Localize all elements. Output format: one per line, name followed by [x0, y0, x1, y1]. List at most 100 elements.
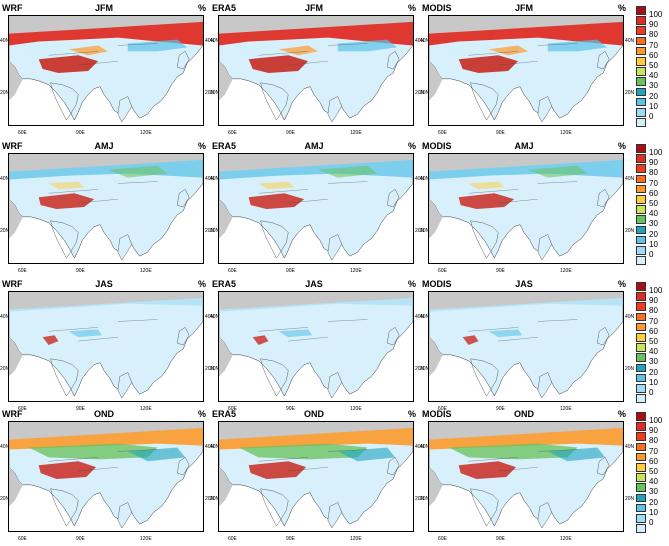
colorbar-swatch	[636, 282, 646, 291]
panel-row: WRF AMJ % 40N 20N 40N 20N 60E 90E 120E E…	[0, 140, 669, 276]
colorbar-swatch	[636, 473, 646, 482]
panel-unit-label: %	[617, 279, 626, 289]
colorbar: 100 90 80 70 60 50 40 30 20 10 0	[634, 144, 668, 274]
lat-label-right: 20N	[625, 366, 635, 372]
lat-label-left: 40N	[0, 314, 10, 320]
colorbar-label: 30	[649, 357, 658, 367]
lon-label: 90E	[496, 536, 505, 542]
snow-cover-map	[428, 153, 624, 264]
colorbar-label: 10	[649, 507, 658, 517]
colorbar-swatch	[636, 363, 646, 373]
colorbar-label: 100	[649, 416, 663, 425]
lat-label-right: 20N	[205, 496, 215, 502]
colorbar-swatch	[636, 184, 646, 194]
colorbar-label: 70	[649, 40, 658, 50]
colorbar-swatch	[636, 394, 646, 403]
lat-label-right: 40N	[205, 38, 215, 44]
colorbar-swatch	[636, 483, 646, 492]
panel-source-label: WRF	[2, 279, 23, 289]
colorbar-swatch	[636, 154, 646, 163]
lat-label-left: 20N	[0, 228, 10, 234]
colorbar-label: 90	[649, 296, 658, 306]
lon-label: 120E	[560, 536, 572, 542]
colorbar-swatch	[636, 6, 646, 15]
panel-season-label: AMJ	[94, 141, 114, 151]
colorbar-label: 40	[649, 71, 658, 81]
map-panel: MODIS AMJ % 40N 20N 40N 20N 60E 90E 120E	[420, 140, 634, 276]
panel-row: WRF OND % 40N 20N 40N 20N 60E 90E 120E E…	[0, 408, 669, 544]
lon-label: 120E	[560, 268, 572, 274]
colorbar-label: 60	[649, 50, 658, 60]
lat-label-left: 40N	[420, 314, 430, 320]
panel-season-label: OND	[304, 409, 324, 419]
panel-season-label: AMJ	[514, 141, 534, 151]
colorbar-label: 10	[649, 377, 658, 387]
colorbar-swatch	[636, 322, 646, 332]
lon-label: 60E	[228, 536, 237, 542]
lat-label-left: 20N	[210, 90, 220, 96]
snow-cover-map	[428, 291, 624, 402]
colorbar-label: 30	[649, 487, 658, 497]
snow-cover-map	[428, 15, 624, 126]
lat-label-right: 40N	[625, 38, 635, 44]
panel-source-label: WRF	[2, 3, 23, 13]
lat-label-left: 40N	[420, 176, 430, 182]
colorbar-label: 40	[649, 347, 658, 357]
snow-cover-map	[428, 421, 624, 532]
colorbar-swatch	[636, 432, 646, 441]
colorbar: 100 90 80 70 60 50 40 30 20 10 0	[634, 282, 668, 412]
lon-label: 60E	[18, 268, 27, 274]
colorbar-swatch	[636, 87, 646, 97]
panel-unit-label: %	[407, 279, 416, 289]
colorbar-label: 90	[649, 20, 658, 30]
lat-label-left: 40N	[210, 314, 220, 320]
panel-unit-label: %	[407, 141, 416, 151]
colorbar-swatch	[636, 26, 646, 35]
colorbar-label: 60	[649, 456, 658, 466]
colorbar-swatch	[636, 67, 646, 76]
colorbar-label: 70	[649, 446, 658, 456]
panel-unit-label: %	[197, 3, 206, 13]
colorbar-swatch	[636, 503, 646, 513]
lat-label-right: 40N	[415, 444, 425, 450]
lon-label: 60E	[438, 406, 447, 412]
colorbar-label: 20	[649, 91, 658, 101]
lon-label: 60E	[228, 268, 237, 274]
panel-season-label: AMJ	[304, 141, 324, 151]
lat-label-right: 40N	[415, 314, 425, 320]
map-panel: WRF JAS % 40N 20N 40N 20N 60E 90E 120E	[0, 278, 214, 414]
colorbar-label: 20	[649, 367, 658, 377]
colorbar-swatch	[636, 302, 646, 311]
panel-season-label: OND	[514, 409, 534, 419]
lon-label: 90E	[496, 268, 505, 274]
colorbar-swatch	[636, 164, 646, 173]
colorbar-label: 0	[649, 112, 654, 121]
lat-label-right: 20N	[205, 366, 215, 372]
lon-label: 120E	[140, 130, 152, 136]
lat-label-left: 20N	[210, 366, 220, 372]
colorbar-label: 80	[649, 168, 658, 178]
panel-source-label: ERA5	[212, 279, 237, 289]
colorbar-swatch	[636, 514, 646, 523]
colorbar-swatch	[636, 333, 646, 342]
panel-source-label: ERA5	[212, 409, 237, 419]
lat-label-right: 40N	[625, 444, 635, 450]
panel-unit-label: %	[197, 279, 206, 289]
panel-source-label: MODIS	[422, 279, 452, 289]
panel-season-label: JFM	[305, 3, 323, 13]
lon-label: 60E	[18, 130, 27, 136]
colorbar-label: 0	[649, 518, 654, 527]
lat-label-left: 20N	[420, 228, 430, 234]
colorbar-swatch	[636, 246, 646, 255]
panel-source-label: WRF	[2, 409, 23, 419]
lat-label-left: 40N	[210, 38, 220, 44]
lat-label-right: 40N	[205, 444, 215, 450]
lat-label-right: 20N	[205, 228, 215, 234]
lon-label: 60E	[228, 130, 237, 136]
colorbar-swatch	[636, 524, 646, 533]
lat-label-right: 40N	[625, 314, 635, 320]
colorbar-swatch	[636, 463, 646, 472]
colorbar-label: 80	[649, 436, 658, 446]
panel-unit-label: %	[197, 409, 206, 419]
lon-label: 120E	[350, 406, 362, 412]
